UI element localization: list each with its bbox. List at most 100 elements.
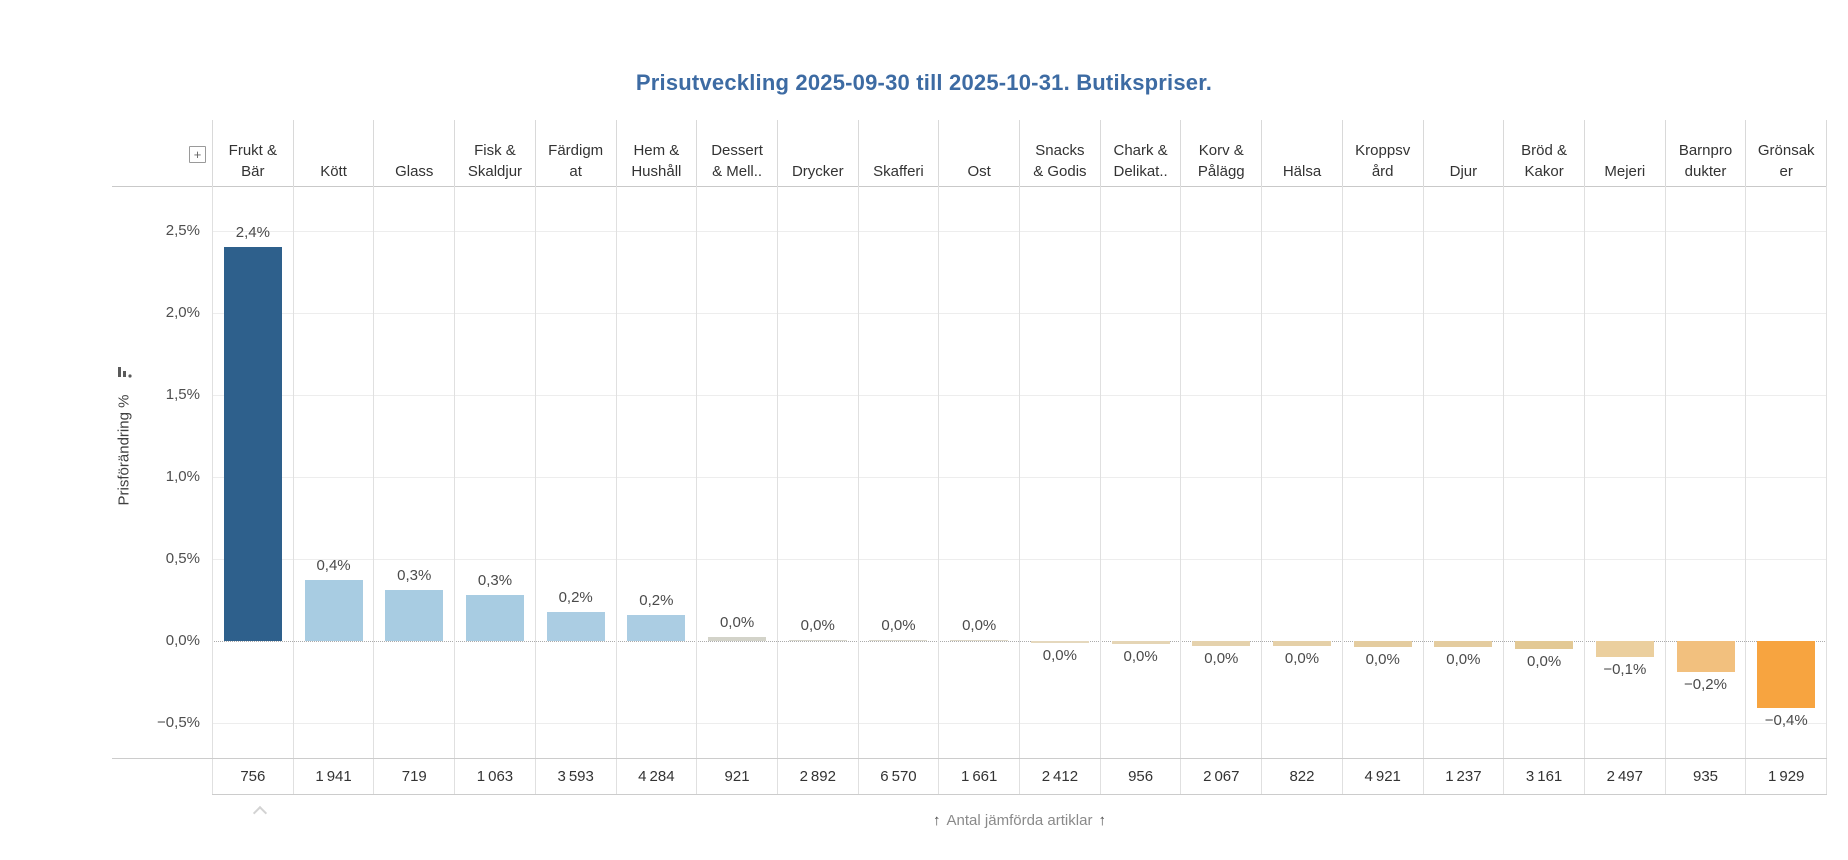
column-header-drycker[interactable]: Drycker bbox=[776, 120, 858, 186]
column-h-lsa: 0,0% bbox=[1261, 186, 1342, 758]
bar-djur[interactable] bbox=[1434, 641, 1493, 647]
bar-h-lsa[interactable] bbox=[1272, 641, 1331, 646]
bar-f-rdigmat[interactable] bbox=[546, 612, 605, 641]
bar-value-label: 0,0% bbox=[719, 614, 755, 632]
bar-barnprodukter[interactable] bbox=[1676, 641, 1735, 673]
count-fisk-skaldjur[interactable]: 1 063 bbox=[454, 759, 535, 794]
column-mejeri: −0,1% bbox=[1583, 186, 1665, 758]
count-k-tt[interactable]: 1 941 bbox=[292, 759, 374, 794]
bar-fisk-skaldjur[interactable] bbox=[465, 595, 524, 641]
column-header-label: Grönsak bbox=[1757, 142, 1815, 159]
column-header-label: Dessert bbox=[711, 142, 763, 159]
count-gr-nsaker[interactable]: 1 929 bbox=[1745, 759, 1828, 794]
column-header-label: & Godis bbox=[1033, 163, 1087, 180]
expand-hierarchy-button[interactable]: + bbox=[189, 146, 206, 163]
column-header-label: ård bbox=[1371, 163, 1394, 180]
bar-value-label: −0,1% bbox=[1603, 661, 1647, 679]
count-ost[interactable]: 1 661 bbox=[938, 759, 1019, 794]
bar-mejeri[interactable] bbox=[1595, 641, 1654, 658]
column-header-label: Djur bbox=[1449, 163, 1478, 180]
column-header-barnprodukter[interactable]: Barnpro dukter bbox=[1664, 120, 1746, 186]
column-header-label: Frukt & bbox=[228, 142, 278, 159]
sort-up-arrow-icon[interactable]: ↑ bbox=[1098, 812, 1106, 829]
count-mejeri[interactable]: 2 497 bbox=[1583, 759, 1665, 794]
count-djur[interactable]: 1 237 bbox=[1422, 759, 1504, 794]
y-axis-tick-label: 2,5% bbox=[165, 222, 200, 239]
counts-divider bbox=[112, 758, 212, 759]
column-header-ost[interactable]: Ost bbox=[938, 120, 1019, 186]
column-header-djur[interactable]: Djur bbox=[1422, 120, 1504, 186]
bar-drycker[interactable] bbox=[788, 639, 847, 641]
column-header-k-tt[interactable]: Kött bbox=[292, 120, 374, 186]
column-header-label: Bröd & bbox=[1521, 142, 1568, 159]
column-header-label: Kakor bbox=[1524, 163, 1564, 180]
column-header-label: Fisk & bbox=[474, 142, 516, 159]
count-glass[interactable]: 719 bbox=[373, 759, 454, 794]
axis-sort-icon[interactable] bbox=[117, 366, 133, 380]
bar-frukt-b-r[interactable] bbox=[223, 247, 282, 641]
column-header-label: Korv & bbox=[1198, 142, 1244, 159]
column-header-glass[interactable]: Glass bbox=[373, 120, 454, 186]
column-header-label: at bbox=[569, 163, 582, 180]
column-header-f-rdigmat[interactable]: Färdigm at bbox=[534, 120, 616, 186]
column-header-chark-delikat[interactable]: Chark & Delikat.. bbox=[1099, 120, 1181, 186]
column-header-br-d-kakor[interactable]: Bröd & Kakor bbox=[1503, 120, 1584, 186]
y-axis-tick-label: 0,0% bbox=[165, 632, 200, 649]
bar-glass[interactable] bbox=[385, 590, 444, 641]
bar-value-label: 0,4% bbox=[316, 557, 351, 575]
bar-skafferi[interactable] bbox=[869, 639, 928, 641]
count-barnprodukter[interactable]: 935 bbox=[1664, 759, 1746, 794]
column-header-label: Hushåll bbox=[631, 163, 682, 180]
column-header-label: Skaldjur bbox=[467, 163, 523, 180]
column-header-label: Drycker bbox=[791, 163, 844, 180]
sort-up-arrow-icon[interactable]: ↑ bbox=[933, 812, 941, 829]
bar-value-label: 0,0% bbox=[1365, 650, 1400, 668]
column-header-snacks-godis[interactable]: Snacks & Godis bbox=[1019, 120, 1100, 186]
count-snacks-godis[interactable]: 2 412 bbox=[1019, 759, 1100, 794]
column-header-gr-nsaker[interactable]: Grönsak er bbox=[1745, 120, 1828, 186]
column-korv-p-l-gg: 0,0% bbox=[1180, 186, 1261, 758]
bar-snacks-godis[interactable] bbox=[1030, 641, 1089, 644]
bar-chark-delikat[interactable] bbox=[1111, 641, 1170, 645]
column-header-mejeri[interactable]: Mejeri bbox=[1583, 120, 1665, 186]
column-header-kroppsv-rd[interactable]: Kroppsv ård bbox=[1341, 120, 1423, 186]
bar-ost[interactable] bbox=[950, 640, 1009, 641]
bar-value-label: 0,3% bbox=[397, 567, 432, 585]
column-ost: 0,0% bbox=[938, 186, 1019, 758]
y-axis-title: Prisförändring % bbox=[115, 394, 133, 506]
count-frukt-b-r[interactable]: 756 bbox=[212, 759, 293, 794]
column-header-skafferi[interactable]: Skafferi bbox=[857, 120, 939, 186]
column-header-h-lsa[interactable]: Hälsa bbox=[1261, 120, 1342, 186]
count-dessert-mell[interactable]: 921 bbox=[696, 759, 777, 794]
count-skafferi[interactable]: 6 570 bbox=[857, 759, 939, 794]
bar-kroppsv-rd[interactable] bbox=[1353, 641, 1412, 647]
x-axis-footer: ↑ Antal jämförda artiklar ↑ bbox=[212, 810, 1827, 832]
bar-value-label: −0,2% bbox=[1684, 676, 1727, 694]
column-header-korv-p-l-gg[interactable]: Korv & Pålägg bbox=[1180, 120, 1261, 186]
bar-korv-p-l-gg[interactable] bbox=[1192, 641, 1251, 646]
column-header-dessert-mell[interactable]: Dessert & Mell.. bbox=[696, 120, 777, 186]
count-f-rdigmat[interactable]: 3 593 bbox=[534, 759, 616, 794]
column-fisk-skaldjur: 0,3% bbox=[454, 186, 535, 758]
bar-gr-nsaker[interactable] bbox=[1757, 641, 1816, 709]
chart-title: Prisutveckling 2025-09-30 till 2025-10-3… bbox=[635, 70, 1213, 95]
count-drycker[interactable]: 2 892 bbox=[776, 759, 858, 794]
column-header-label: Chark & bbox=[1113, 142, 1168, 159]
count-h-lsa[interactable]: 822 bbox=[1261, 759, 1342, 794]
column-header-label: Kroppsv bbox=[1355, 142, 1411, 159]
count-kroppsv-rd[interactable]: 4 921 bbox=[1341, 759, 1423, 794]
column-header-frukt-b-r[interactable]: Frukt & Bär bbox=[212, 120, 293, 186]
bar-hem-hush-ll[interactable] bbox=[627, 614, 686, 641]
count-korv-p-l-gg[interactable]: 2 067 bbox=[1180, 759, 1261, 794]
column-header-hem-hush-ll[interactable]: Hem & Hushåll bbox=[615, 120, 697, 186]
count-chark-delikat[interactable]: 956 bbox=[1099, 759, 1181, 794]
count-br-d-kakor[interactable]: 3 161 bbox=[1503, 759, 1584, 794]
counts-row: 756 1 941 719 1 063 3 593 4 284 921 2 892 6 570 1… bbox=[212, 758, 1828, 795]
column-header-fisk-skaldjur[interactable]: Fisk & Skaldjur bbox=[454, 120, 535, 186]
bar-dessert-mell[interactable] bbox=[708, 637, 767, 641]
column-header-label: & Mell.. bbox=[712, 163, 763, 180]
bar-k-tt[interactable] bbox=[304, 580, 363, 641]
bar-value-label: 0,2% bbox=[558, 589, 593, 607]
count-hem-hush-ll[interactable]: 4 284 bbox=[615, 759, 697, 794]
bar-br-d-kakor[interactable] bbox=[1515, 641, 1574, 649]
